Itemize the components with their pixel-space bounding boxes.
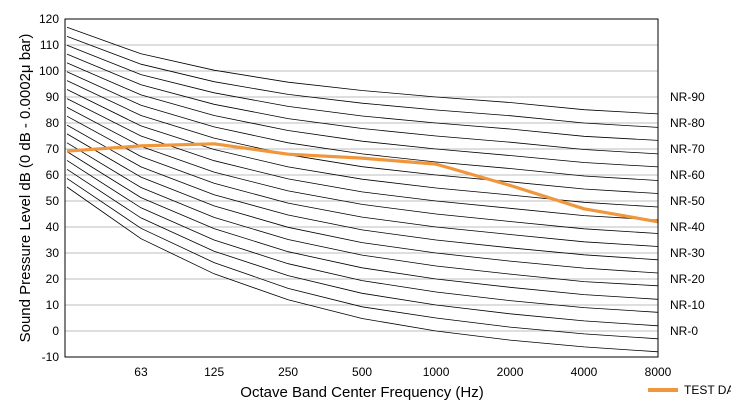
nr-curve-80 [66, 44, 659, 141]
y-tick-label-30: 30 [46, 246, 60, 260]
legend-label-test-data: TEST DATA [684, 383, 731, 397]
nr-label-90: NR-90 [670, 90, 705, 104]
nr-curve-35 [66, 124, 659, 261]
nr-curve-75 [66, 53, 659, 155]
nr-curve-20 [66, 151, 659, 300]
y-tick-label-80: 80 [46, 116, 60, 130]
nr-label-0: NR-0 [670, 324, 698, 338]
nr-curve-0 [66, 186, 659, 353]
nr-label-10: NR-10 [670, 298, 705, 312]
y-tick-label-120: 120 [39, 12, 59, 26]
nr-curve-65 [66, 71, 659, 181]
x-tick-label-4000: 4000 [571, 365, 598, 379]
y-tick-label-20: 20 [46, 272, 60, 286]
x-tick-label-2000: 2000 [497, 365, 524, 379]
nr-label-50: NR-50 [670, 194, 705, 208]
y-tick-label-90: 90 [46, 90, 60, 104]
x-axis-label: Octave Band Center Frequency (Hz) [240, 384, 483, 401]
plot-background [65, 19, 658, 357]
x-tick-label-125: 125 [204, 365, 224, 379]
nr-curve-70 [66, 62, 659, 168]
nr-curve-10 [66, 168, 659, 327]
x-tick-label-1000: 1000 [423, 365, 450, 379]
y-tick-label-100: 100 [39, 64, 59, 78]
test-data-series [66, 142, 659, 224]
x-tick-labels: 63 125 250 500 1000 2000 4000 8000 [134, 365, 671, 379]
y-tick-label-40: 40 [46, 220, 60, 234]
nr-curve-15 [66, 160, 659, 313]
nr-curve-5 [66, 178, 659, 340]
y-tick-label-110: 110 [40, 38, 59, 52]
nr-label-70: NR-70 [670, 142, 705, 156]
nr-label-80: NR-80 [670, 116, 705, 130]
y-tick-label-10: 10 [46, 298, 60, 312]
legend: TEST DATA [648, 383, 731, 397]
y-axis-label: Sound Pressure Level dB (0 dB - 0.0002μ … [17, 34, 34, 343]
nr-label-60: NR-60 [670, 168, 705, 182]
test-data-line [66, 142, 659, 224]
y-tick-label--10: -10 [42, 350, 60, 364]
x-tick-label-500: 500 [352, 365, 372, 379]
nr-curve-85 [66, 36, 659, 128]
nr-curve-60 [66, 80, 659, 194]
nr-label-30: NR-30 [670, 246, 705, 260]
y-tick-label-60: 60 [46, 168, 60, 182]
x-tick-label-63: 63 [134, 365, 148, 379]
y-tick-label-50: 50 [46, 194, 60, 208]
nr-curve-40 [66, 115, 659, 247]
nr-curves [66, 26, 659, 353]
nr-curve-30 [66, 133, 659, 274]
x-tick-label-250: 250 [278, 365, 298, 379]
nr-label-40: NR-40 [670, 220, 705, 234]
nr-curve-labels: NR-90 NR-80 NR-70 NR-60 NR-50 NR-40 NR-30 NR-20… [670, 90, 705, 338]
y-tick-labels: -10 0 10 20 30 40 50 60 70 80 90 100 110 120 [39, 12, 59, 364]
nr-label-20: NR-20 [670, 272, 705, 286]
nr-curve-45 [66, 107, 659, 234]
y-tick-label-0: 0 [52, 324, 59, 338]
x-tick-label-8000: 8000 [645, 365, 672, 379]
nr-curve-25 [66, 142, 659, 287]
plot-frame [64, 18, 659, 358]
y-tick-label-70: 70 [46, 142, 60, 156]
nr-curve-90 [66, 26, 659, 115]
grid-lines [65, 44, 658, 332]
